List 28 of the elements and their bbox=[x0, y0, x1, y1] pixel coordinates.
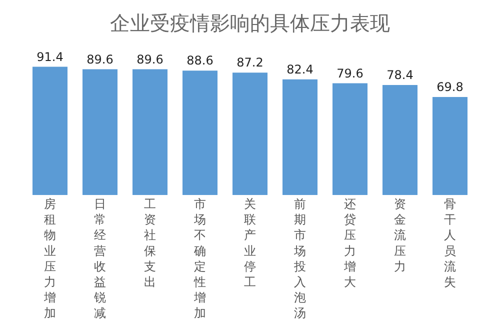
bar bbox=[282, 79, 318, 195]
x-tick-label: 市场不确定性增加 bbox=[193, 197, 206, 320]
data-label: 87.2 bbox=[236, 56, 264, 70]
bar bbox=[132, 69, 168, 195]
x-tick-label: 关联产业停工 bbox=[244, 197, 256, 289]
bar bbox=[232, 72, 268, 195]
data-label: 82.4 bbox=[286, 62, 314, 76]
bar bbox=[332, 83, 368, 195]
x-tick-label: 资金流压力 bbox=[394, 197, 406, 274]
data-label: 88.6 bbox=[186, 54, 214, 68]
data-label: 89.6 bbox=[86, 52, 114, 66]
bar bbox=[32, 66, 68, 195]
data-label: 91.4 bbox=[36, 50, 64, 64]
data-label: 89.6 bbox=[136, 52, 164, 66]
x-tick-label: 骨干人员流失 bbox=[444, 197, 456, 289]
bar bbox=[182, 70, 218, 195]
data-label: 78.4 bbox=[386, 68, 414, 82]
x-tick-label: 房租物业压力增加 bbox=[43, 197, 56, 320]
chart-title: 企业受疫情影响的具体压力表现 bbox=[110, 11, 390, 35]
x-tick-label: 前期市场投入泡汤 bbox=[293, 197, 306, 320]
data-label: 79.6 bbox=[336, 66, 364, 80]
bar bbox=[82, 69, 118, 195]
x-tick-label: 工资社保支出 bbox=[144, 197, 156, 289]
data-label: 69.8 bbox=[436, 80, 464, 94]
bar bbox=[432, 97, 468, 195]
x-tick-label: 日常经营收益锐减 bbox=[93, 197, 106, 320]
x-tick-label: 还贷压力增大 bbox=[343, 197, 356, 289]
bar bbox=[382, 84, 418, 195]
